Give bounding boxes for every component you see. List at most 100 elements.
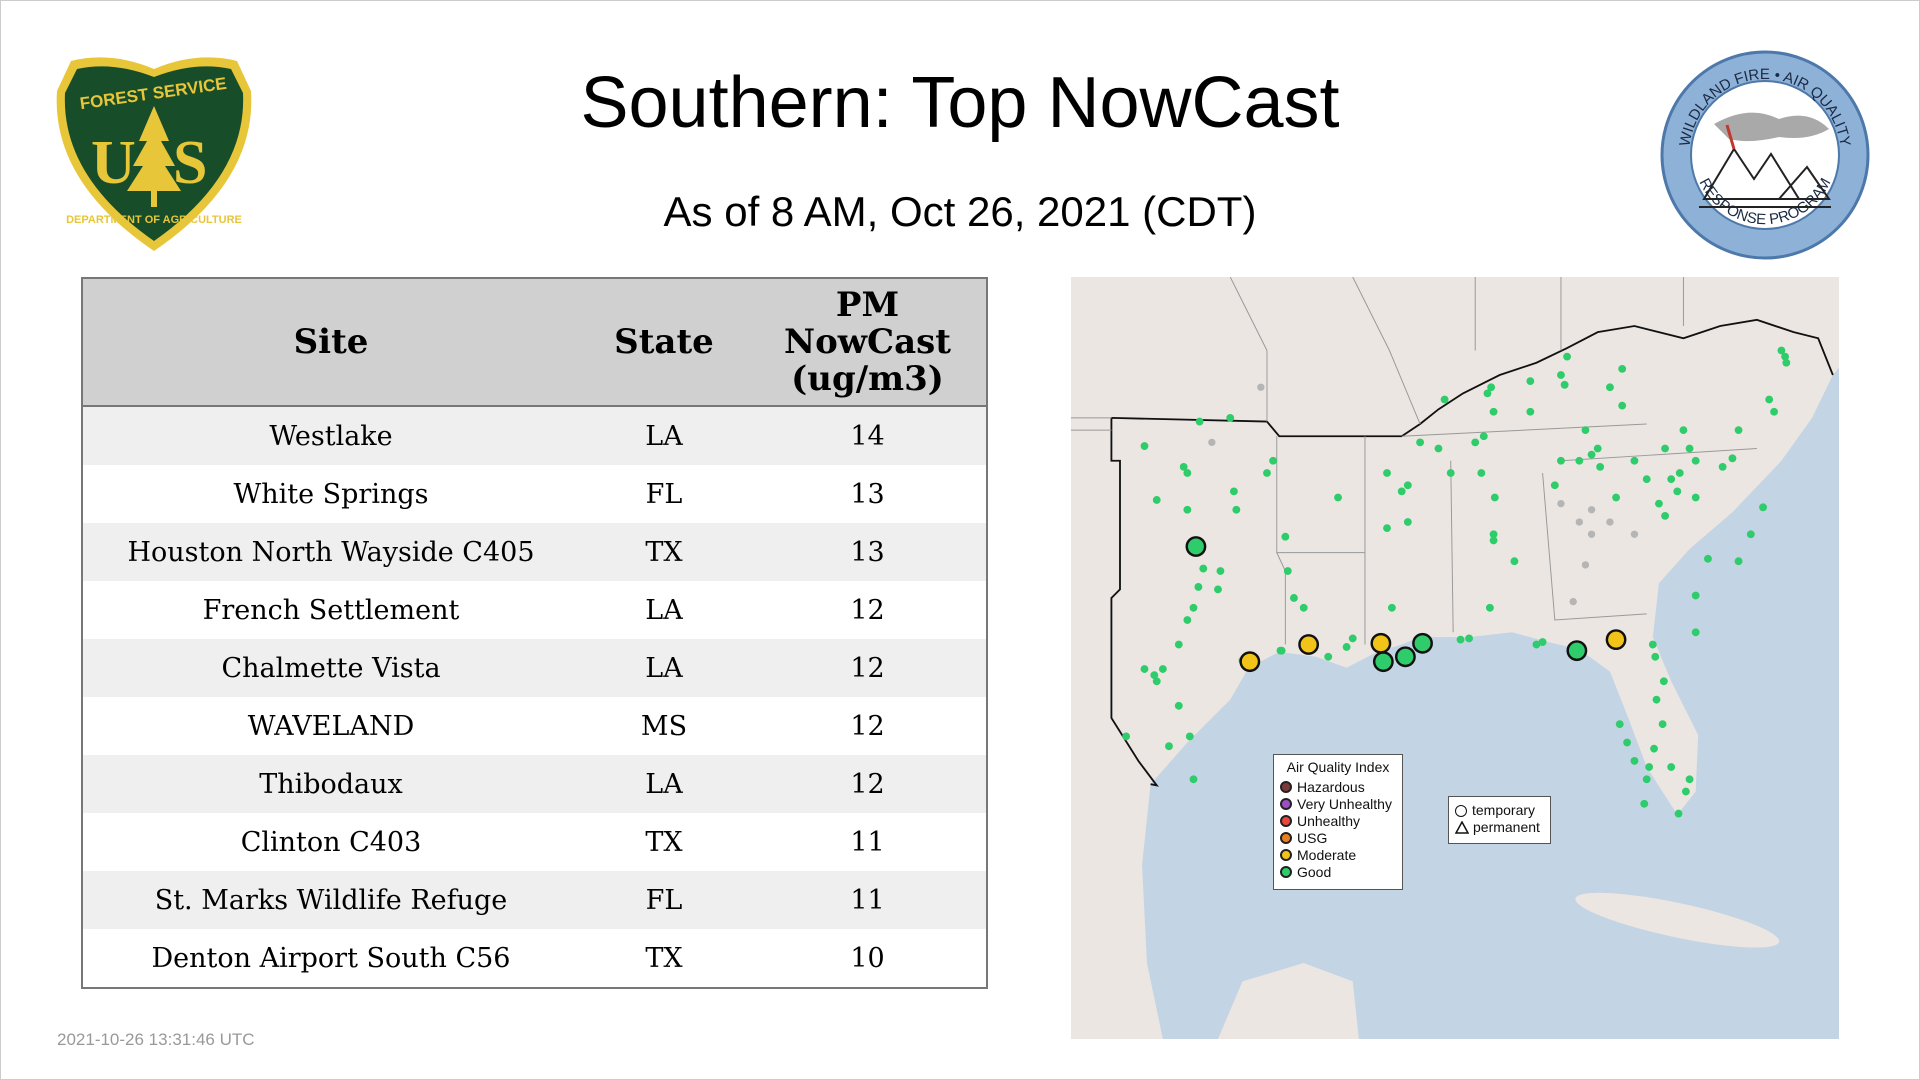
monitor-dot-good bbox=[1446, 469, 1455, 477]
monitor-dot-good bbox=[1194, 583, 1203, 591]
top-site-marker-good[interactable] bbox=[1394, 646, 1416, 668]
svg-text:S: S bbox=[173, 129, 207, 197]
monitor-dot-good bbox=[1655, 499, 1663, 508]
monitor-dot-good bbox=[1281, 532, 1290, 541]
monitor-dot-good bbox=[1630, 456, 1639, 465]
monitor-dot-good bbox=[1782, 358, 1791, 367]
monitor-dot-good bbox=[1685, 444, 1694, 453]
top-site-marker-moderate[interactable] bbox=[1605, 629, 1627, 651]
cell-site: WAVELAND bbox=[82, 697, 579, 755]
monitor-dot-good bbox=[1593, 444, 1602, 453]
monitor-dot-good bbox=[1183, 616, 1192, 624]
monitor-dot-good bbox=[1679, 426, 1688, 435]
top-site-marker-good[interactable] bbox=[1185, 536, 1207, 557]
table-row: Thibodaux LA 12 bbox=[82, 755, 987, 813]
table-row: Clinton C403 TX 11 bbox=[82, 813, 987, 871]
svg-text:DEPARTMENT OF AGRICULTURE: DEPARTMENT OF AGRICULTURE bbox=[66, 214, 242, 226]
monitor-dot-no-data bbox=[1557, 499, 1565, 508]
monitor-dot-good bbox=[1195, 417, 1204, 426]
monitor-dot-good bbox=[1477, 469, 1486, 477]
monitor-dot-good bbox=[1658, 720, 1667, 729]
monitor-dot-good bbox=[1526, 407, 1535, 416]
legend-label: Hazardous bbox=[1297, 778, 1365, 795]
monitor-dot-good bbox=[1718, 462, 1727, 471]
cell-state: LA bbox=[579, 406, 749, 465]
table-row: Houston North Wayside C405 TX 13 bbox=[82, 523, 987, 581]
cell-site: Chalmette Vista bbox=[82, 639, 579, 697]
cell-value: 13 bbox=[749, 523, 987, 581]
monitor-dot-good bbox=[1630, 756, 1639, 765]
wildland-fire-aq-logo: WILDLAND FIRE • AIR QUALITY RESPONSE PRO… bbox=[1659, 49, 1871, 261]
cell-value: 11 bbox=[749, 813, 987, 871]
legend-label: USG bbox=[1297, 829, 1328, 846]
monitor-dot-no-data bbox=[1606, 518, 1614, 526]
monitor-dot-good bbox=[1471, 438, 1480, 447]
monitor-dot-good bbox=[1640, 799, 1649, 808]
monitor-dot-good bbox=[1122, 732, 1131, 741]
monitor-dot-good bbox=[1189, 775, 1198, 784]
monitor-dot-good bbox=[1397, 487, 1406, 496]
table-row: Denton Airport South C56 TX 10 bbox=[82, 929, 987, 988]
cell-value: 11 bbox=[749, 871, 987, 929]
monitor-dot-good bbox=[1685, 775, 1694, 784]
table-row: Westlake LA 14 bbox=[82, 406, 987, 465]
color-swatch bbox=[1280, 814, 1292, 827]
top-site-marker-good[interactable] bbox=[1566, 640, 1588, 662]
cell-site: St. Marks Wildlife Refuge bbox=[82, 871, 579, 929]
legend-label: Very Unhealthy bbox=[1297, 795, 1392, 812]
region-outline bbox=[1110, 318, 1834, 787]
monitor-dot-good bbox=[1652, 695, 1661, 704]
monitor-dot-good bbox=[1189, 603, 1198, 612]
top-site-marker-moderate[interactable] bbox=[1298, 634, 1320, 655]
monitor-dot-good bbox=[1324, 652, 1333, 661]
cell-site: French Settlement bbox=[82, 581, 579, 639]
table-row: White Springs FL 13 bbox=[82, 465, 987, 523]
monitor-dot-good bbox=[1618, 364, 1627, 373]
monitor-dot-good bbox=[1659, 677, 1668, 686]
svg-text:U: U bbox=[91, 129, 136, 197]
monitor-dot-good bbox=[1152, 677, 1161, 686]
color-swatch bbox=[1280, 848, 1292, 861]
cell-site: Clinton C403 bbox=[82, 813, 579, 871]
table-header-row: Site State PM NowCast (ug/m3) bbox=[82, 278, 987, 407]
color-swatch bbox=[1280, 780, 1292, 793]
monitor-dot-good bbox=[1704, 554, 1712, 563]
legend-label: temporary bbox=[1472, 802, 1536, 818]
cell-state: LA bbox=[579, 755, 749, 813]
cell-value: 10 bbox=[749, 929, 987, 988]
monitor-dot-good bbox=[1489, 407, 1498, 416]
cell-state: LA bbox=[579, 581, 749, 639]
monitor-dot-good bbox=[1290, 594, 1298, 602]
cell-value: 12 bbox=[749, 581, 987, 639]
monitor-dot-good bbox=[1606, 383, 1614, 392]
header-line: (ug/m3) bbox=[791, 358, 944, 399]
monitor-dot-good bbox=[1691, 456, 1700, 465]
monitor-dot-good bbox=[1777, 346, 1786, 355]
cell-value: 12 bbox=[749, 639, 987, 697]
monitor-dot-good bbox=[1334, 493, 1342, 502]
legend-item-very-unhealthy: Very Unhealthy bbox=[1280, 795, 1396, 812]
color-swatch bbox=[1280, 797, 1292, 810]
top-site-marker-good[interactable] bbox=[1372, 651, 1394, 673]
legend-item-moderate: Moderate bbox=[1280, 846, 1396, 863]
top-site-marker-moderate[interactable] bbox=[1370, 632, 1392, 654]
monitor-dot-good bbox=[1642, 475, 1651, 484]
cell-site: Houston North Wayside C405 bbox=[82, 523, 579, 581]
monitor-dot-good bbox=[1560, 380, 1569, 389]
monitor-dot-good bbox=[1661, 511, 1669, 520]
monitor-dot-good bbox=[1150, 671, 1159, 680]
cell-state: LA bbox=[579, 639, 749, 697]
cell-site: White Springs bbox=[82, 465, 579, 523]
header-line: NowCast bbox=[784, 321, 951, 362]
monitor-dot-good bbox=[1612, 493, 1620, 502]
monitor-dot-no-data bbox=[1208, 438, 1216, 447]
monitor-dot-good bbox=[1403, 518, 1412, 526]
monitor-dot-good bbox=[1416, 438, 1425, 447]
monitor-dot-good bbox=[1489, 530, 1498, 539]
cell-state: TX bbox=[579, 523, 749, 581]
monitor-dot-good bbox=[1214, 585, 1222, 594]
top-site-marker-good[interactable] bbox=[1412, 632, 1433, 654]
top-site-marker-moderate[interactable] bbox=[1239, 651, 1261, 673]
legend-label: Good bbox=[1297, 863, 1332, 880]
monitor-dot-good bbox=[1667, 763, 1676, 771]
